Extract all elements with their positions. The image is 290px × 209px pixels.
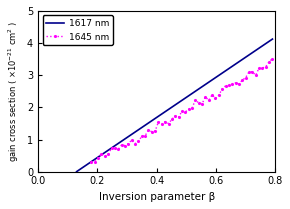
1645 nm (267, 60, 271, 63)
1645 nm (271, 57, 274, 60)
1645 nm (133, 142, 137, 145)
1617 nm (191, 92, 195, 94)
1617 nm (271, 38, 274, 40)
1617 nm (191, 92, 194, 94)
Y-axis label: gain cross section ( ×10$^{-21}$ cm$^{2}$ ): gain cross section ( ×10$^{-21}$ cm$^{2}… (7, 21, 21, 162)
1617 nm (75, 170, 78, 173)
1617 nm (240, 59, 243, 61)
1617 nm (252, 50, 256, 53)
Legend: 1617 nm, 1645 nm: 1617 nm, 1645 nm (43, 15, 113, 45)
Line: 1645 nm: 1645 nm (90, 57, 274, 164)
Line: 1617 nm: 1617 nm (77, 39, 273, 172)
1617 nm (75, 170, 79, 172)
1617 nm (195, 89, 198, 92)
1645 nm (90, 161, 93, 163)
X-axis label: Inversion parameter β: Inversion parameter β (99, 192, 215, 202)
1645 nm (157, 121, 160, 123)
1645 nm (123, 144, 127, 147)
1645 nm (110, 147, 113, 149)
1645 nm (251, 70, 254, 73)
